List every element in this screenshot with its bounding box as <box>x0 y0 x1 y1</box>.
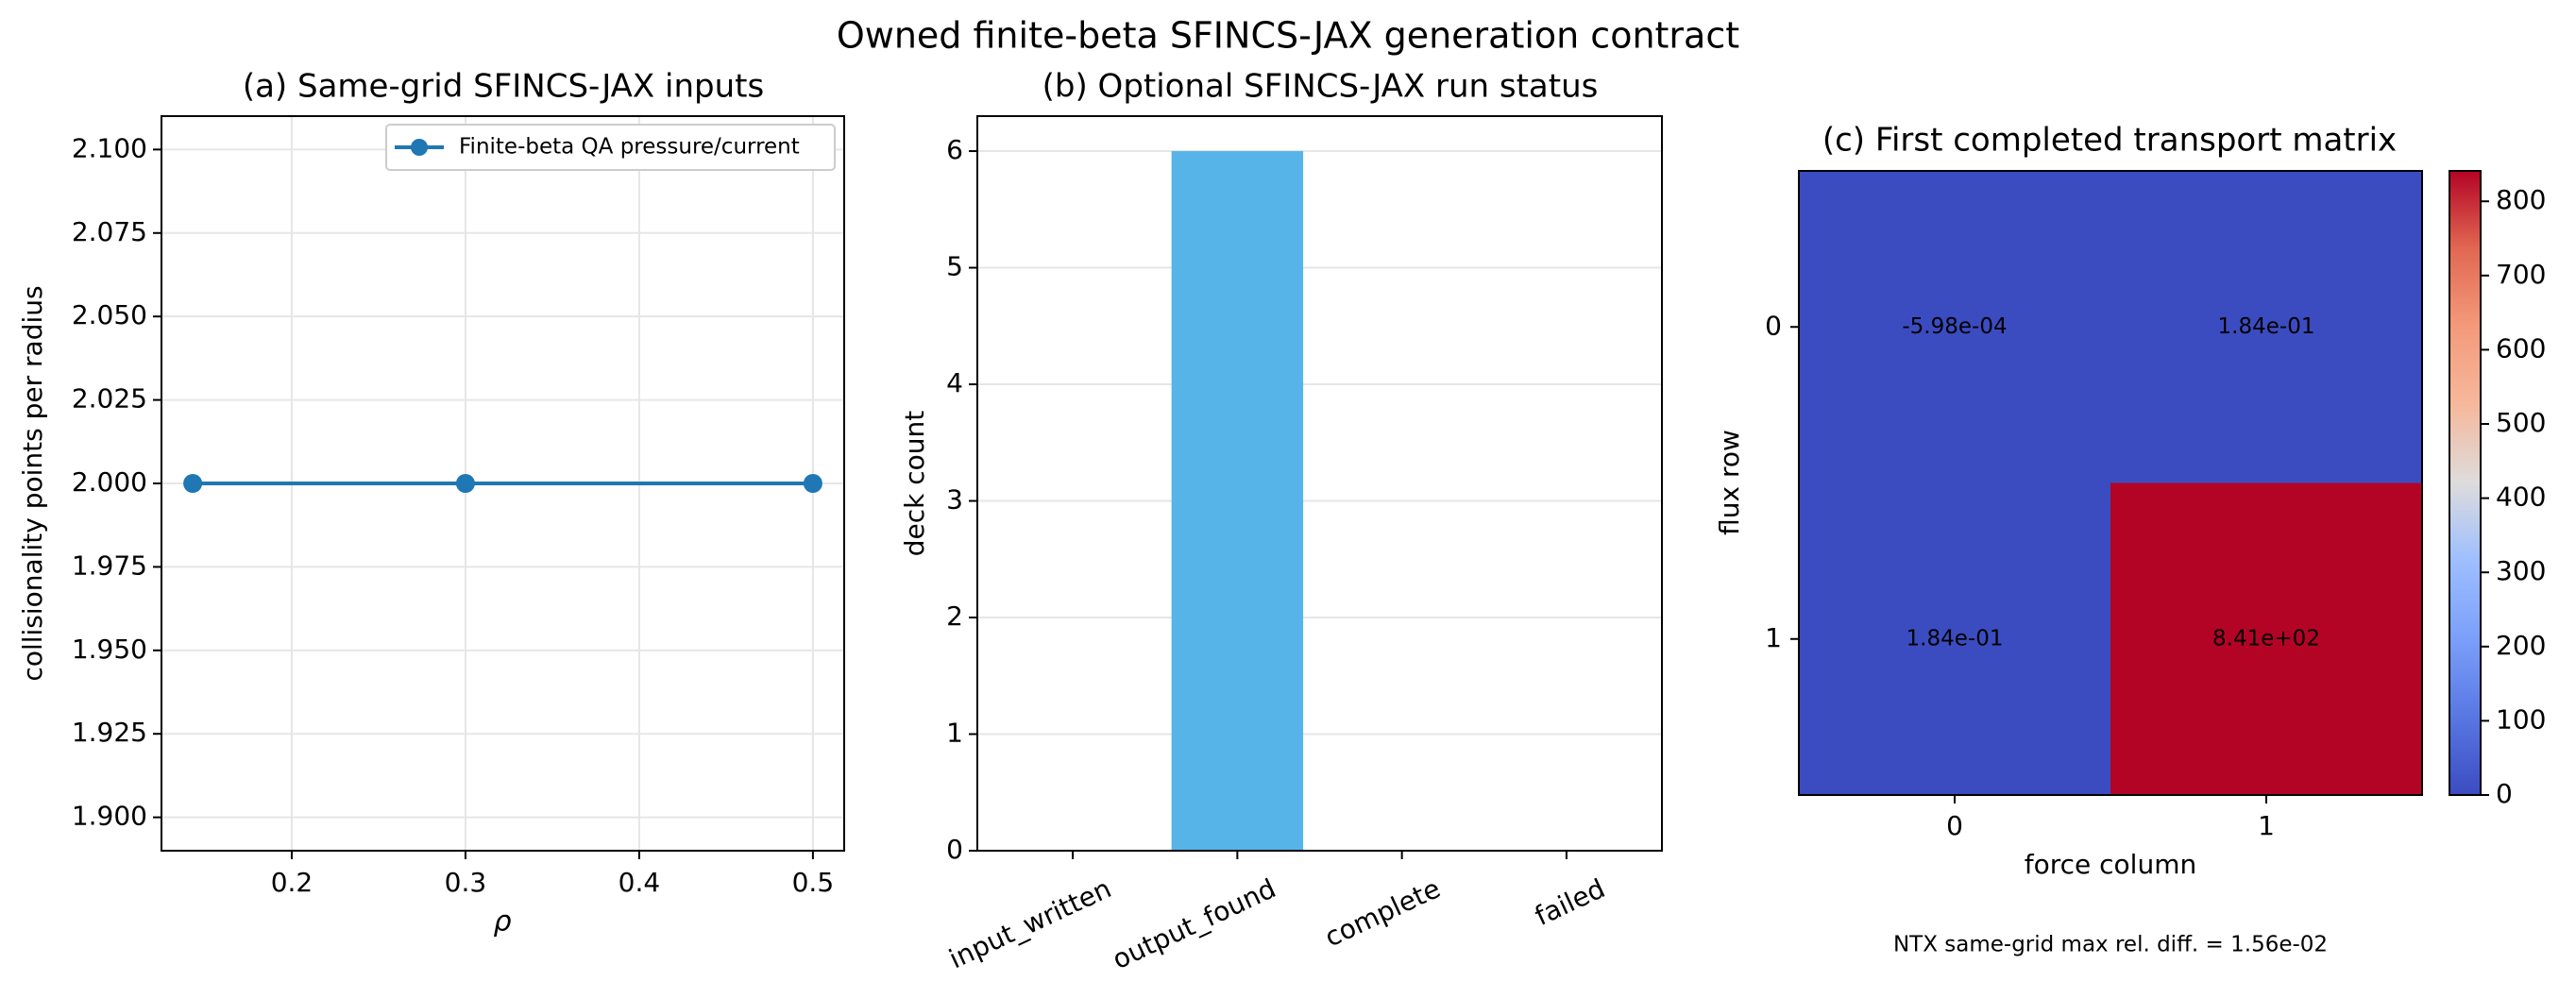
cell-value-label: -5.98e-04 <box>1902 314 2007 339</box>
heatmap-cell <box>2110 482 2423 796</box>
heatmap-cell <box>1799 482 2111 796</box>
colorbar-tick-label: 300 <box>2496 555 2546 586</box>
colorbar: 0 100 200 300 400 500 600 700 800 <box>2449 170 2546 809</box>
heatmap-cell <box>1799 171 2111 483</box>
data-point <box>183 474 203 493</box>
panel-a-title: (a) Same-grid SFINCS-JAX inputs <box>243 68 764 106</box>
colorbar-tick-label: 500 <box>2496 407 2546 438</box>
panel-a-xlabel: ρ <box>493 905 511 939</box>
y-tick-label: 1 <box>1765 622 1782 653</box>
y-tick-label: 1.900 <box>72 801 147 832</box>
cell-value-label: 1.84e-01 <box>2218 314 2315 339</box>
y-tick-label: 2 <box>946 600 963 632</box>
panel-c-cells <box>1799 171 2423 796</box>
panel-b-bars <box>1171 151 1304 852</box>
colorbar-tick-label: 400 <box>2496 482 2546 513</box>
panel-b-yticks: 0 1 2 3 4 5 6 <box>946 134 977 865</box>
colorbar-tick-label: 200 <box>2496 630 2546 661</box>
panel-a-ylabel: collisionality points per radius <box>17 285 48 681</box>
y-tick-label: 1.950 <box>72 634 147 665</box>
colorbar-tick-label: 600 <box>2496 332 2546 364</box>
panel-b: (b) Optional SFINCS-JAX run status input… <box>899 68 1663 975</box>
x-tick-label: input_written <box>944 872 1116 974</box>
legend-frame <box>385 124 836 171</box>
y-tick-label: 2.050 <box>72 299 147 330</box>
y-tick-label: 2.100 <box>72 132 147 163</box>
colorbar-ticks: 0 100 200 300 400 500 600 700 800 <box>2481 184 2546 809</box>
panel-c-frame <box>1798 170 2423 796</box>
legend-label: Finite-beta QA pressure/current <box>459 135 800 160</box>
panel-b-grid <box>977 150 1662 852</box>
y-tick-label: 2.025 <box>72 383 147 414</box>
bar-output-found <box>1171 151 1304 852</box>
panel-c: (c) First completed transport matrix -5.… <box>1714 122 2546 957</box>
y-tick-label: 3 <box>946 484 963 516</box>
panel-c-xlabel: force column <box>2025 849 2196 880</box>
x-tick-label: 0 <box>1946 810 1963 841</box>
x-tick-label: 0.3 <box>445 867 487 898</box>
colorbar-tick-label: 0 <box>2496 778 2513 809</box>
cell-value-label: 1.84e-01 <box>1907 626 2004 651</box>
colorbar-tick-label: 100 <box>2496 703 2546 735</box>
panel-b-title: (b) Optional SFINCS-JAX run status <box>1042 68 1599 106</box>
panel-a-yticks: 1.900 1.925 1.950 1.975 2.000 2.025 2.050 2.075… <box>72 132 161 832</box>
figure-title: Owned finite-beta SFINCS-JAX generation … <box>837 15 1739 57</box>
x-tick-label: 0.5 <box>792 867 835 898</box>
data-point <box>803 474 822 493</box>
panel-c-title: (c) First completed transport matrix <box>1822 122 2397 160</box>
panel-b-frame <box>976 115 1663 852</box>
panel-a-legend: Finite-beta QA pressure/current <box>385 124 836 171</box>
x-tick-label: 0.2 <box>271 867 314 898</box>
x-tick-label: 0.4 <box>619 867 661 898</box>
footnote: NTX same-grid max rel. diff. = 1.56e-02 <box>1893 933 2328 957</box>
panel-c-ylabel: flux row <box>1714 430 1745 535</box>
panel-b-ylabel: deck count <box>899 411 930 557</box>
y-tick-label: 1.975 <box>72 550 147 581</box>
panel-a-markers <box>183 474 822 493</box>
y-tick-label: 1.925 <box>72 717 147 748</box>
heatmap-cell <box>2110 171 2423 483</box>
panel-c-yticks: 01 <box>1765 310 1799 653</box>
legend-marker-sample <box>411 139 428 156</box>
y-tick-label: 4 <box>946 367 963 398</box>
x-tick-label: output_found <box>1108 872 1280 975</box>
x-tick-label: failed <box>1530 872 1609 932</box>
colorbar-tick-label: 700 <box>2496 259 2546 290</box>
cell-value-label: 8.41e+02 <box>2212 626 2320 651</box>
y-tick-label: 2.000 <box>72 466 147 498</box>
panel-c-cell-labels: -5.98e-04 1.84e-01 1.84e-01 8.41e+02 <box>1902 314 2320 651</box>
y-tick-label: 0 <box>946 834 963 865</box>
x-tick-label: complete <box>1320 872 1445 953</box>
y-tick-label: 1 <box>946 718 963 749</box>
y-tick-label: 6 <box>946 134 963 165</box>
data-point <box>455 474 475 493</box>
x-tick-label: 1 <box>2258 810 2275 841</box>
y-tick-label: 0 <box>1765 310 1782 341</box>
y-tick-label: 5 <box>946 251 963 282</box>
colorbar-tick-label: 800 <box>2496 184 2546 215</box>
panel-a-xticks: 0.2 0.3 0.4 0.5 <box>271 851 834 898</box>
panel-a: (a) Same-grid SFINCS-JAX inputs 0.2 0.3 0.… <box>17 68 845 939</box>
colorbar-gradient <box>2449 170 2482 796</box>
y-tick-label: 2.075 <box>72 216 147 247</box>
